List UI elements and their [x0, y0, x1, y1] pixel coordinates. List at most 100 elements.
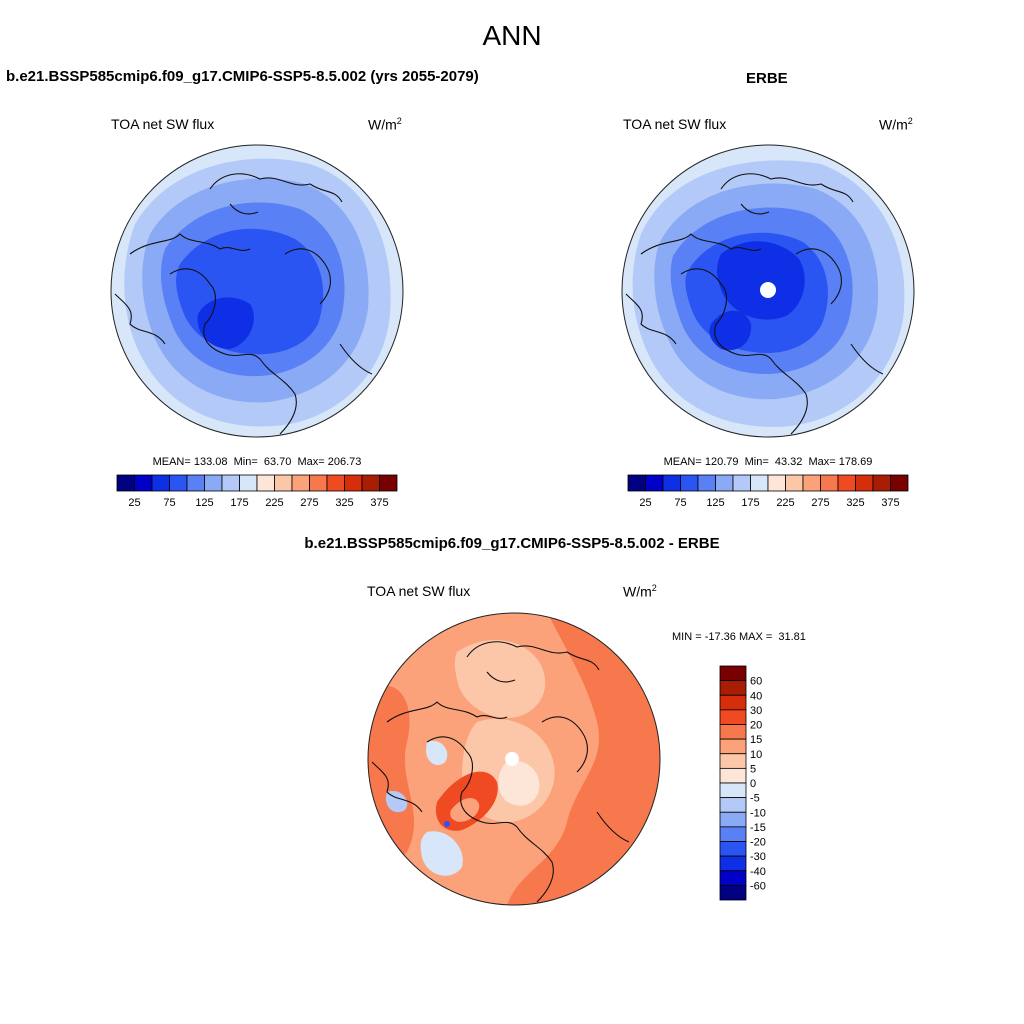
panel-1-colorbar-tick-label: 375 [370, 497, 388, 509]
panel-3-colorbar-swatch [719, 884, 747, 901]
panel-3-colorbar-swatch [719, 855, 747, 872]
panel-2-colorbar-swatch [697, 474, 716, 492]
panel-3-colorbar-tick-label: 15 [750, 734, 762, 746]
panel-1-map [110, 144, 404, 438]
panel-3-stats: MIN = -17.36 MAX = 31.81 [672, 631, 806, 643]
panel-2-colorbar-swatch [785, 474, 804, 492]
panel-3-map-border [367, 612, 661, 906]
main-title: ANN [482, 20, 542, 51]
panel-2-colorbar-swatch [855, 474, 874, 492]
panel-2-colorbar-tick-label: 275 [811, 497, 829, 509]
panel-3-colorbar-swatch [719, 841, 747, 857]
panel-3-field-pole [498, 761, 540, 806]
panel-3-field-negative-spot [444, 821, 450, 827]
panel-1-units-base: W/m [368, 116, 397, 133]
panel-1-variable: TOA net SW flux [111, 116, 215, 132]
panel-2-colorbar-tick-label: 325 [846, 497, 864, 509]
panel-2-colorbar-tick-label: 125 [706, 497, 724, 509]
panel-2-colorbar-tick-label: 375 [881, 497, 899, 509]
panel-2-colorbar-swatch [767, 474, 786, 492]
panel-2-units-exp: 2 [907, 116, 913, 126]
panel-3-map [367, 612, 661, 906]
panel-1-colorbar-tick-label: 75 [163, 497, 175, 509]
panel-3-field-greenland-inner [450, 798, 480, 822]
panel-2-stats: MEAN= 120.79 Min= 43.32 Max= 178.69 [663, 456, 873, 468]
panel-3-colorbar-swatch [719, 870, 747, 886]
panel-2-colorbar-tick-label: 225 [776, 497, 794, 509]
panel-3-colorbar-swatch [719, 709, 747, 725]
panel-3-title: b.e21.BSSP585cmip6.f09_g17.CMIP6-SSP5-8.… [304, 535, 720, 552]
panel-3-colorbar-swatch [719, 782, 747, 799]
panel-1-stats: MEAN= 133.08 Min= 63.70 Max= 206.73 [152, 456, 362, 468]
panel-2-units: W/m2 [879, 116, 913, 133]
panel-2-coastlines [625, 173, 884, 435]
panel-3-colorbar-tick-label: 60 [750, 676, 762, 688]
panel-2-colorbar-swatch [680, 474, 699, 492]
panel-3-polar-gap [505, 752, 519, 766]
panel-1-colorbar: 25 75 125 175 225 275 325 375 [116, 474, 398, 509]
panel-3-colorbar-tick-label: -20 [750, 837, 766, 849]
panel-1-map-border [110, 144, 404, 438]
panel-1-colorbar-swatch [309, 474, 328, 492]
panel-3-units: W/m2 [623, 583, 657, 600]
panel-3-field-negative-1 [426, 741, 448, 766]
panel-3-colorbar-swatch [719, 738, 747, 755]
panel-2-colorbar-swatch [645, 474, 664, 492]
panel-3-colorbar-tick-label: 10 [750, 749, 762, 761]
panel-2-units-base: W/m [879, 116, 908, 133]
panel-2-field-7 [709, 310, 752, 351]
panel-2-colorbar-tick-label: 175 [741, 497, 759, 509]
panel-2-colorbar-swatch [872, 474, 891, 492]
panel-3-colorbar-tick-label: 5 [750, 763, 756, 775]
panel-3-colorbar-swatch [719, 694, 747, 711]
panel-3-colorbar-tick-label: 0 [750, 778, 756, 790]
panel-3-colorbar-swatch [719, 797, 747, 813]
panel-1-colorbar-swatch [274, 474, 293, 492]
panel-1-coastlines [114, 173, 373, 435]
panel-1-colorbar-swatch [326, 474, 345, 492]
panel-2-colorbar-swatch [662, 474, 681, 492]
panel-3-colorbar-swatch [719, 811, 747, 828]
panel-2-field-6 [717, 241, 805, 320]
panel-3-colorbar-tick-label: 20 [750, 720, 762, 732]
panel-3-units-base: W/m [623, 583, 652, 600]
panel-3-coastlines [371, 641, 630, 903]
panel-1-colorbar-swatch [256, 474, 275, 492]
panel-1-colorbar-swatch [151, 474, 170, 492]
panel-3-colorbar-swatch [719, 826, 747, 842]
panel-2-colorbar-swatch [732, 474, 751, 492]
panel-1-title: b.e21.BSSP585cmip6.f09_g17.CMIP6-SSP5-8.… [6, 68, 479, 85]
panel-1-colorbar-tick-label: 325 [335, 497, 353, 509]
panel-2-colorbar-tick-label: 75 [674, 497, 686, 509]
panel-1-colorbar-swatch [344, 474, 363, 492]
panel-3-field-east [507, 613, 660, 905]
panel-3-colorbar-swatch [719, 665, 747, 682]
panel-3-field-negative-2 [385, 791, 408, 813]
panel-3-units-exp: 2 [651, 583, 657, 593]
panel-3-field-north [454, 640, 546, 718]
panel-1-colorbar-swatch [221, 474, 240, 492]
panel-3-colorbar-tick-label: -5 [750, 793, 760, 805]
panel-2-variable: TOA net SW flux [623, 116, 727, 132]
panel-3-colorbar: 60 40 30 20 15 10 5 0 -5 -10 -15 -20 -30 -40 -60 [719, 665, 766, 901]
panel-3-field-negative-3 [420, 831, 463, 876]
panel-3-colorbar-swatch [719, 753, 747, 769]
panel-2-colorbar-tick-label: 25 [639, 497, 651, 509]
panel-1-colorbar-swatch [169, 474, 188, 492]
panel-1-colorbar-tick-label: 25 [128, 497, 140, 509]
panel-3-variable: TOA net SW flux [367, 583, 471, 599]
panel-2-colorbar-swatch [627, 474, 646, 492]
panel-1-colorbar-swatch [116, 474, 135, 492]
panel-1-colorbar-tick-label: 175 [230, 497, 248, 509]
panel-1-colorbar-swatch [239, 474, 258, 492]
panel-2-colorbar-swatch [802, 474, 821, 492]
panel-2-colorbar-swatch [820, 474, 839, 492]
panel-2-colorbar: 25 75 125 175 225 275 325 375 [627, 474, 909, 509]
panel-1-colorbar-swatch [379, 474, 398, 492]
panel-2-map-border [621, 144, 915, 438]
panel-2-title: ERBE [746, 70, 788, 87]
panel-2-polar-gap [760, 282, 776, 298]
panel-3-colorbar-tick-label: 30 [750, 705, 762, 717]
panel-1-field-6 [197, 297, 254, 349]
panel-3-colorbar-tick-label: -30 [750, 851, 766, 863]
